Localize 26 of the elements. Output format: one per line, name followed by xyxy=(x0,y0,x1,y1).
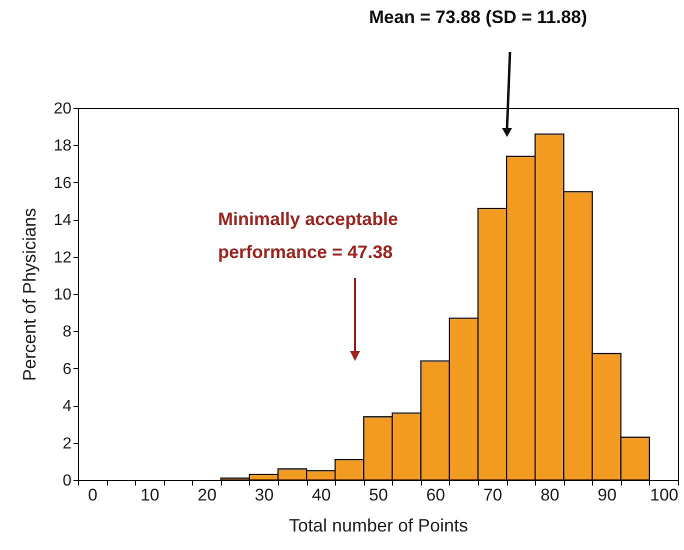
x-tick-label: 30 xyxy=(254,486,274,504)
y-tick-label: 10 xyxy=(54,286,72,304)
y-tick-label: 0 xyxy=(62,472,72,490)
y-tick-label: 18 xyxy=(54,138,72,155)
x-axis-title: Total number of Points xyxy=(288,516,468,536)
x-tick-label: 10 xyxy=(140,486,160,504)
y-tick-label: 8 xyxy=(62,324,72,341)
x-tick-label: 70 xyxy=(483,486,502,504)
x-tick-label: 60 xyxy=(426,486,446,504)
x-tick-label: 40 xyxy=(312,486,331,504)
y-tick-label: 4 xyxy=(62,398,72,416)
x-tick-label: 20 xyxy=(198,486,217,504)
text: Mean = 73.88 (SD = 11.88) xyxy=(368,7,588,27)
y-tick-label: 16 xyxy=(54,174,72,192)
x-tick-label: 0 xyxy=(88,486,98,504)
x-tick-label: 50 xyxy=(369,486,388,504)
y-tick-label: 6 xyxy=(62,360,72,378)
y-tick-label: 2 xyxy=(62,435,72,452)
x-tick-label: 90 xyxy=(598,486,617,504)
annotation: Minimally acceptable performance = 47.38 xyxy=(218,209,398,262)
y-axis-title: Percent of Physicians xyxy=(20,208,40,382)
y-tick-label: 12 xyxy=(54,249,72,266)
y-tick-label: 14 xyxy=(54,212,72,230)
x-tick-label: 80 xyxy=(540,486,560,504)
x-tick-label: 100 xyxy=(650,486,678,504)
y-tick-label: 20 xyxy=(54,100,72,118)
